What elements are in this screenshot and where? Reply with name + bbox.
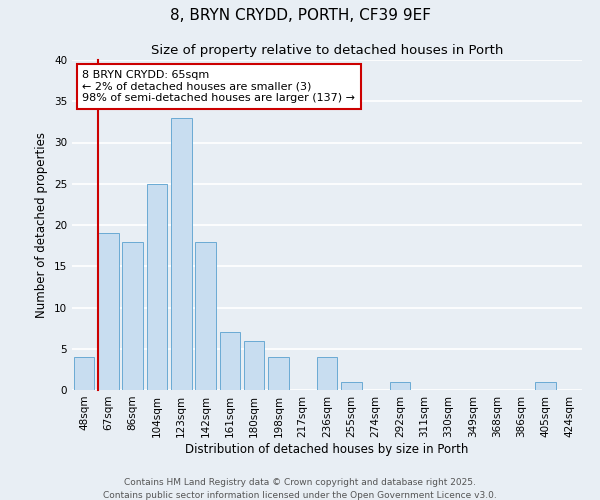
Bar xyxy=(317,357,337,390)
Text: 8, BRYN CRYDD, PORTH, CF39 9EF: 8, BRYN CRYDD, PORTH, CF39 9EF xyxy=(170,8,431,22)
Bar xyxy=(244,340,265,390)
Text: 8 BRYN CRYDD: 65sqm
← 2% of detached houses are smaller (3)
98% of semi-detached: 8 BRYN CRYDD: 65sqm ← 2% of detached hou… xyxy=(82,70,355,103)
Bar xyxy=(268,357,289,390)
Text: Contains HM Land Registry data © Crown copyright and database right 2025.
Contai: Contains HM Land Registry data © Crown c… xyxy=(103,478,497,500)
Bar xyxy=(146,184,167,390)
Bar xyxy=(389,382,410,390)
Bar xyxy=(535,382,556,390)
Title: Size of property relative to detached houses in Porth: Size of property relative to detached ho… xyxy=(151,44,503,58)
Bar xyxy=(171,118,191,390)
X-axis label: Distribution of detached houses by size in Porth: Distribution of detached houses by size … xyxy=(185,442,469,456)
Bar xyxy=(74,357,94,390)
Bar xyxy=(122,242,143,390)
Bar xyxy=(220,332,240,390)
Bar xyxy=(98,233,119,390)
Bar xyxy=(341,382,362,390)
Y-axis label: Number of detached properties: Number of detached properties xyxy=(35,132,49,318)
Bar xyxy=(195,242,216,390)
